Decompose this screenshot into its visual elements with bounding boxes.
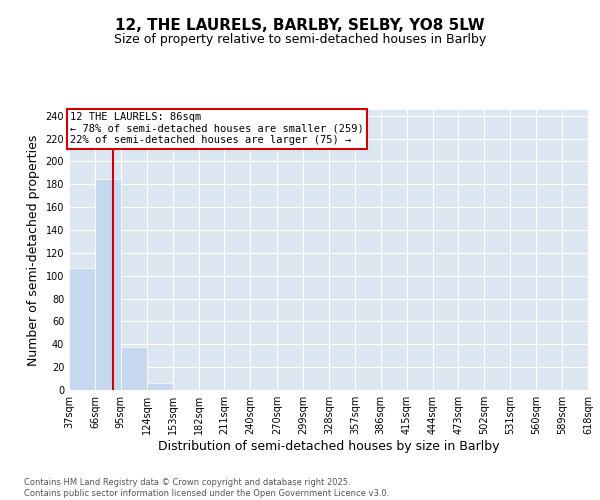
Y-axis label: Number of semi-detached properties: Number of semi-detached properties <box>27 134 40 366</box>
Bar <box>69 268 95 390</box>
Bar <box>95 178 121 390</box>
X-axis label: Distribution of semi-detached houses by size in Barlby: Distribution of semi-detached houses by … <box>158 440 499 453</box>
Bar <box>121 346 147 390</box>
Text: 12, THE LAURELS, BARLBY, SELBY, YO8 5LW: 12, THE LAURELS, BARLBY, SELBY, YO8 5LW <box>115 18 485 32</box>
Text: 12 THE LAURELS: 86sqm
← 78% of semi-detached houses are smaller (259)
22% of sem: 12 THE LAURELS: 86sqm ← 78% of semi-deta… <box>70 112 364 146</box>
Text: Contains HM Land Registry data © Crown copyright and database right 2025.
Contai: Contains HM Land Registry data © Crown c… <box>24 478 389 498</box>
Bar <box>147 383 173 390</box>
Text: Size of property relative to semi-detached houses in Barlby: Size of property relative to semi-detach… <box>114 32 486 46</box>
